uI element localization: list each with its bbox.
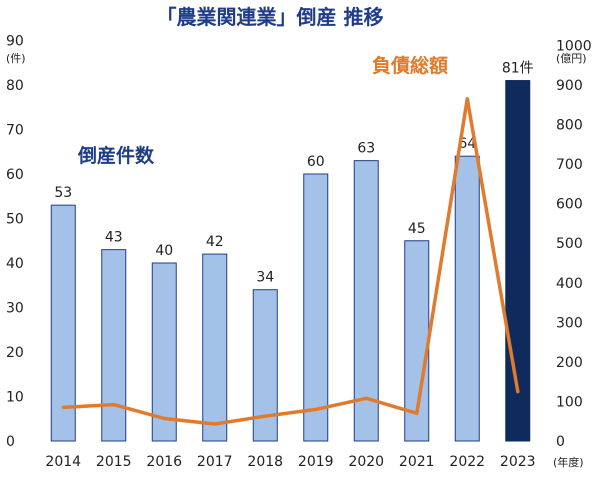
- bar-2017: [202, 253, 228, 442]
- x-tick-label: 2022: [449, 454, 485, 470]
- bar-2016: [151, 262, 177, 442]
- left-tick-label: 50: [6, 212, 24, 228]
- x-tick-label: 2021: [399, 454, 435, 470]
- left-axis: 0 10 20 30 40 50 60 70 80 90: [6, 34, 24, 451]
- bar-2014: [50, 204, 76, 442]
- bar-value-label: 63: [357, 141, 375, 157]
- right-axis-unit: (億円): [556, 52, 587, 65]
- right-tick-label: 600: [556, 197, 583, 213]
- bar-value-label: 81件: [502, 61, 534, 77]
- left-tick-label: 20: [6, 345, 24, 361]
- right-tick-label: 100: [556, 394, 583, 410]
- bar-value-labels: 53 43 40 42 34 60 63 45 64 81件: [54, 61, 533, 286]
- bar-value-label: 42: [206, 234, 224, 250]
- bar-series-label: 倒産件数: [77, 144, 155, 167]
- x-tick-label: 2019: [298, 454, 334, 470]
- bar-value-label: 34: [256, 270, 274, 286]
- bar-2015: [101, 249, 127, 442]
- x-axis-unit: (年度): [553, 455, 584, 469]
- bar-value-label: 53: [54, 185, 72, 201]
- right-tick-label: 800: [556, 118, 583, 134]
- bar-2023: [505, 80, 531, 442]
- bar-value-label: 64: [458, 136, 476, 152]
- right-axis: 0 100 200 300 400 500 600 700 800 900 1000: [556, 38, 592, 450]
- bar-value-label: 60: [307, 154, 325, 170]
- right-tick-label: 300: [556, 315, 583, 331]
- left-tick-label: 80: [6, 78, 24, 94]
- left-axis-unit: (件): [6, 52, 26, 65]
- x-tick-label: 2023: [500, 454, 536, 470]
- x-axis: 2014 2015 2016 2017 2018 2019 2020 2021 2022 2023: [45, 454, 535, 470]
- line-series-label: 負債総額: [372, 54, 448, 77]
- x-tick-label: 2016: [146, 454, 182, 470]
- left-tick-label: 40: [6, 256, 24, 272]
- left-tick-label: 60: [6, 167, 24, 183]
- right-tick-label: 200: [556, 355, 583, 371]
- bar-2019: [303, 173, 329, 442]
- chart-title: 「農業関連業」倒産 推移: [157, 5, 384, 29]
- line-series: [61, 97, 520, 426]
- right-tick-label: 0: [556, 434, 565, 450]
- x-tick-label: 2018: [247, 454, 283, 470]
- bar-2020: [353, 160, 379, 442]
- left-tick-label: 10: [6, 390, 24, 406]
- left-tick-label: 30: [6, 301, 24, 317]
- line-debt-total: [61, 97, 520, 426]
- bar-2022: [454, 155, 480, 442]
- x-tick-label: 2015: [96, 454, 132, 470]
- bar-value-label: 43: [105, 230, 123, 246]
- bar-value-label: 45: [408, 221, 426, 237]
- right-tick-label: 1000: [556, 38, 592, 54]
- x-tick-label: 2017: [197, 454, 233, 470]
- left-tick-label: 0: [6, 434, 15, 450]
- bar-series: [50, 80, 531, 442]
- left-tick-label: 90: [6, 34, 24, 50]
- left-tick-label: 70: [6, 123, 24, 139]
- right-tick-label: 400: [556, 276, 583, 292]
- right-tick-label: 500: [556, 236, 583, 252]
- right-tick-label: 700: [556, 157, 583, 173]
- bar-value-label: 40: [155, 243, 173, 259]
- right-tick-label: 900: [556, 78, 583, 94]
- x-tick-label: 2020: [348, 454, 384, 470]
- x-tick-label: 2014: [45, 454, 81, 470]
